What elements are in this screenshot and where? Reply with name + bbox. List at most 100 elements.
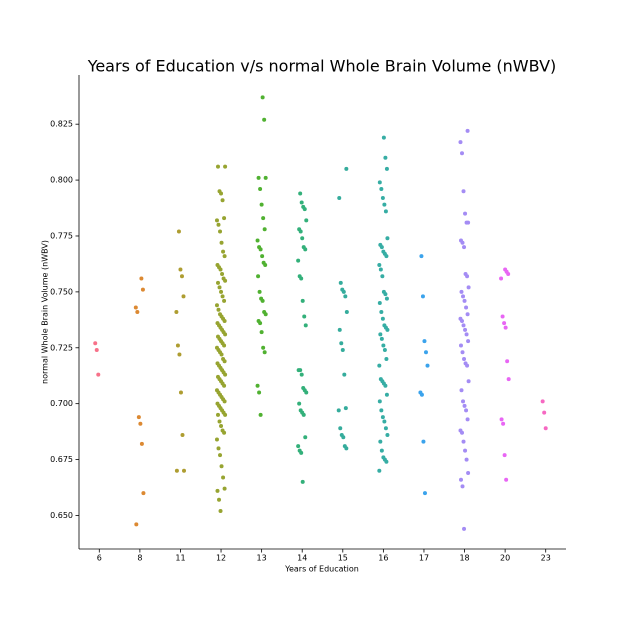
point <box>256 175 261 180</box>
point <box>466 379 471 384</box>
point <box>341 289 346 294</box>
point <box>460 240 465 245</box>
point <box>461 399 466 404</box>
point <box>298 229 303 234</box>
point <box>179 274 184 279</box>
point <box>256 274 261 279</box>
point <box>222 486 227 491</box>
point <box>175 343 180 348</box>
point <box>383 209 388 214</box>
x-tick-label: 17 <box>419 554 429 563</box>
point <box>302 207 307 212</box>
y-tick-label: 0.825 <box>50 120 73 129</box>
point <box>214 437 219 442</box>
point <box>506 271 511 276</box>
y-axis-label: normal Whole Brain Volume (nWBV) <box>41 240 50 384</box>
point <box>458 343 463 348</box>
point <box>384 356 389 361</box>
point <box>177 352 182 357</box>
point <box>216 307 221 312</box>
point <box>464 408 469 413</box>
point <box>466 285 471 290</box>
point <box>381 343 386 348</box>
point <box>385 432 390 437</box>
point <box>222 216 227 221</box>
point <box>298 191 303 196</box>
point <box>384 296 389 301</box>
point <box>94 348 99 353</box>
point <box>222 383 227 388</box>
point <box>298 368 303 373</box>
point <box>135 310 140 314</box>
point <box>219 191 224 196</box>
point <box>217 285 222 290</box>
point <box>465 312 470 317</box>
point <box>300 298 305 303</box>
point <box>380 274 385 279</box>
point <box>222 298 227 303</box>
point <box>501 421 506 426</box>
point <box>460 318 465 323</box>
point <box>505 359 510 364</box>
point <box>297 401 302 406</box>
point <box>219 352 224 357</box>
point <box>261 345 266 350</box>
point <box>458 477 463 482</box>
x-tick-label: 14 <box>297 554 307 563</box>
point <box>504 477 509 482</box>
point <box>176 229 181 234</box>
point <box>384 392 389 397</box>
point <box>174 468 179 473</box>
point <box>260 95 265 100</box>
point <box>93 341 98 346</box>
point <box>461 189 466 194</box>
point <box>462 403 467 408</box>
point <box>500 314 505 319</box>
point <box>140 287 145 292</box>
point <box>419 254 424 259</box>
point <box>340 348 345 353</box>
point <box>385 327 390 332</box>
point <box>337 327 342 332</box>
y-tick-label: 0.750 <box>50 287 73 296</box>
point <box>463 448 468 453</box>
point <box>136 415 141 420</box>
y-tick-label: 0.675 <box>50 455 73 464</box>
point <box>379 448 384 453</box>
point <box>464 305 469 310</box>
point <box>344 310 349 314</box>
point <box>460 484 465 489</box>
point <box>218 508 223 513</box>
point <box>218 229 223 234</box>
point <box>385 236 390 241</box>
point <box>383 155 388 160</box>
point <box>216 222 221 227</box>
point <box>384 254 389 259</box>
point <box>217 419 222 424</box>
point <box>96 372 101 377</box>
point <box>299 200 304 205</box>
point <box>214 303 219 308</box>
point <box>223 164 228 169</box>
point <box>300 479 305 484</box>
point <box>379 408 384 413</box>
point <box>382 348 387 353</box>
point <box>223 412 228 417</box>
point <box>422 491 427 496</box>
point <box>259 202 264 207</box>
point <box>383 426 388 431</box>
point <box>219 424 224 429</box>
point <box>263 312 268 317</box>
x-tick-label: 23 <box>541 554 551 563</box>
point <box>380 195 385 200</box>
point <box>339 341 344 346</box>
point <box>222 359 227 364</box>
point <box>301 412 306 417</box>
point <box>299 276 304 281</box>
point <box>263 263 268 268</box>
point <box>341 435 346 440</box>
point <box>222 254 227 259</box>
point <box>182 468 187 473</box>
point <box>337 195 342 200</box>
x-tick-label: 8 <box>137 554 142 563</box>
